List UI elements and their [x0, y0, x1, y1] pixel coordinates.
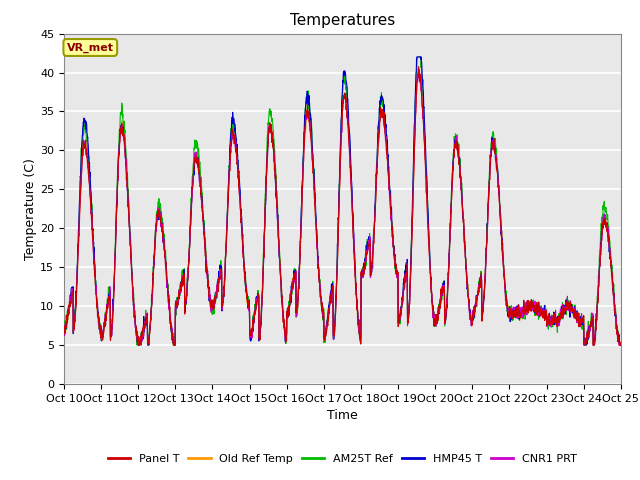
Title: Temperatures: Temperatures: [290, 13, 395, 28]
Legend: Panel T, Old Ref Temp, AM25T Ref, HMP45 T, CNR1 PRT: Panel T, Old Ref Temp, AM25T Ref, HMP45 …: [104, 449, 581, 468]
Y-axis label: Temperature (C): Temperature (C): [24, 158, 37, 260]
X-axis label: Time: Time: [327, 409, 358, 422]
Text: VR_met: VR_met: [67, 42, 114, 53]
